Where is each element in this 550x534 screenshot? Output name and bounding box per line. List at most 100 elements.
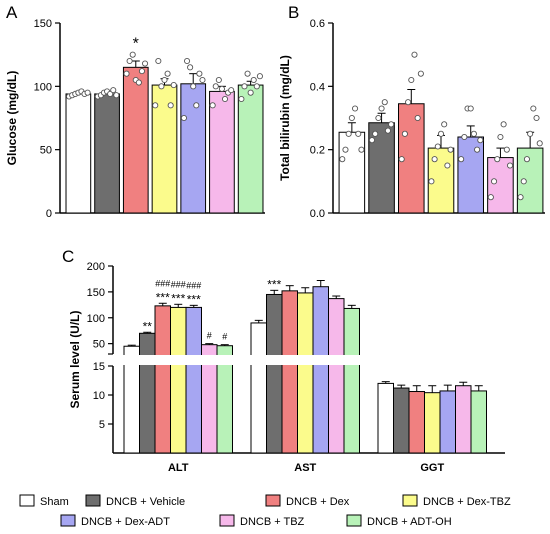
significance-mark: # — [222, 332, 227, 342]
bar — [209, 90, 235, 214]
bar — [281, 290, 298, 454]
significance-mark: ### — [155, 278, 170, 288]
data-point — [372, 130, 379, 137]
legend: Sham DNCB + Vehicle DNCB + Dex DNCB + Dex-T… — [19, 494, 511, 528]
data-point — [411, 51, 418, 58]
data-point — [494, 156, 501, 163]
legend-label: DNCB + ADT-OH — [367, 516, 452, 528]
data-point — [352, 105, 359, 112]
data-point — [517, 194, 524, 201]
legend-swatch — [265, 494, 281, 507]
data-point — [84, 89, 91, 96]
data-point — [135, 79, 142, 86]
axis-break-gap — [114, 355, 506, 365]
significance-mark: *** — [267, 277, 281, 291]
data-point — [527, 130, 534, 137]
legend-label: DNCB + TBZ — [240, 516, 305, 528]
data-point — [339, 156, 346, 163]
data-point — [167, 102, 174, 109]
data-point — [247, 89, 254, 96]
y-tick-label: 10 — [93, 390, 105, 402]
y-tick-label: 100 — [34, 81, 52, 93]
legend-swatch — [85, 494, 101, 507]
data-point — [490, 178, 498, 185]
y-tick-label: 100 — [87, 313, 105, 325]
bar — [328, 298, 345, 454]
data-point — [218, 85, 225, 92]
significance-mark: ### — [186, 280, 201, 290]
data-point — [256, 73, 263, 80]
data-point — [437, 130, 445, 137]
significance-mark: ** — [143, 319, 153, 333]
y-tick-label: 5 — [99, 419, 105, 431]
significance-mark: *** — [171, 291, 185, 305]
panel-a: A 0 50 100 150 Glucose (mg/dL) * — [5, 3, 265, 220]
bar — [470, 390, 487, 454]
data-point — [183, 57, 191, 65]
significance-mark: # — [207, 331, 212, 341]
data-point — [170, 82, 177, 89]
data-point — [414, 114, 421, 122]
data-point — [447, 146, 454, 153]
bar — [393, 387, 410, 454]
data-point — [190, 83, 197, 90]
panel-label: A — [6, 3, 18, 22]
data-point — [405, 99, 412, 106]
data-point — [180, 114, 188, 122]
panel-b: B 0.0 0.2 0.4 0.6 Total bilirubin (mg/dL) — [278, 3, 545, 220]
bar — [170, 306, 187, 454]
data-point — [187, 64, 194, 71]
data-point — [244, 70, 251, 77]
data-point — [417, 70, 424, 77]
data-point — [123, 70, 130, 77]
data-point — [126, 57, 133, 65]
y-tick-label: 50 — [93, 339, 105, 351]
data-point — [497, 133, 504, 141]
data-point — [253, 83, 260, 90]
data-point — [164, 70, 171, 77]
data-point — [384, 127, 392, 134]
data-point — [342, 146, 349, 153]
panel-label: C — [62, 247, 74, 266]
y-axis-title: Total bilirubin (mg/dL) — [278, 55, 292, 181]
data-point — [155, 57, 162, 65]
y-tick-label: 200 — [87, 261, 105, 273]
panel-label: B — [288, 3, 299, 22]
y-tick-label: 0.0 — [310, 208, 325, 220]
data-point — [434, 143, 441, 150]
legend-label: DNCB + Dex-TBZ — [423, 496, 511, 508]
bar — [368, 122, 395, 214]
data-point — [228, 87, 235, 94]
data-point — [241, 83, 248, 90]
y-tick-label: 0.6 — [310, 18, 325, 30]
bar — [237, 84, 264, 214]
legend-swatch — [19, 494, 35, 507]
bar — [312, 286, 329, 454]
data-point — [378, 105, 385, 112]
bar — [297, 292, 314, 454]
data-point — [467, 105, 474, 112]
bar — [338, 131, 366, 214]
data-point — [358, 146, 365, 153]
data-point — [428, 178, 435, 185]
legend-label: DNCB + Dex-ADT — [81, 516, 170, 528]
data-point — [355, 130, 362, 137]
data-point — [474, 146, 481, 153]
bar — [154, 305, 171, 454]
data-point — [345, 130, 352, 137]
y-axis-title: Glucose (mg/dL) — [5, 71, 19, 166]
data-point — [110, 87, 117, 94]
data-point — [129, 51, 136, 58]
bar — [94, 93, 120, 214]
data-point — [506, 162, 514, 169]
data-point — [209, 102, 216, 109]
y-tick-label: 15 — [93, 361, 105, 373]
bar — [439, 390, 456, 454]
panel-c: C 50 100 150 200 5 10 15 Serum level (U/L) ALT AST… — [62, 247, 506, 474]
data-point — [431, 156, 438, 163]
legend-swatch — [402, 494, 418, 507]
data-point — [199, 76, 206, 84]
y-axis-title: Serum level (U/L) — [68, 310, 82, 408]
y-tick-label: 150 — [34, 18, 52, 30]
data-point — [107, 90, 114, 97]
